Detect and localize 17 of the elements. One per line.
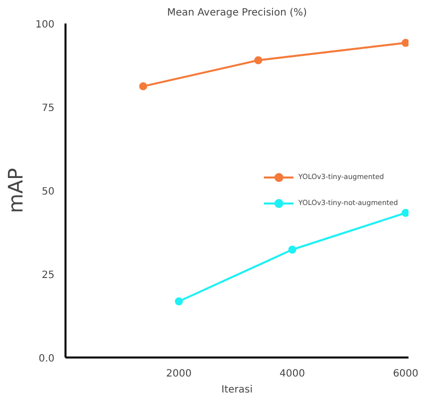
chart-title: Mean Average Precision (%) (167, 8, 307, 18)
y-axis-title: mAP (3, 168, 28, 214)
x-axis-title: Iterasi (221, 384, 253, 396)
y-tick-label: 25 (42, 270, 55, 281)
point (288, 246, 296, 254)
point (174, 297, 183, 306)
point (254, 56, 262, 64)
point (402, 208, 408, 217)
y-tick-label: 0.0 (38, 354, 55, 364)
point (402, 38, 408, 47)
y-tick-label: 50 (42, 186, 55, 198)
y-tick-label: 100 (35, 20, 55, 30)
point (139, 82, 148, 90)
y-tick-label: 75 (42, 103, 55, 114)
x-tick-label: 6000 (392, 368, 418, 380)
x-tick-label: 4000 (280, 368, 306, 380)
x-tick-label: 2000 (166, 368, 192, 380)
